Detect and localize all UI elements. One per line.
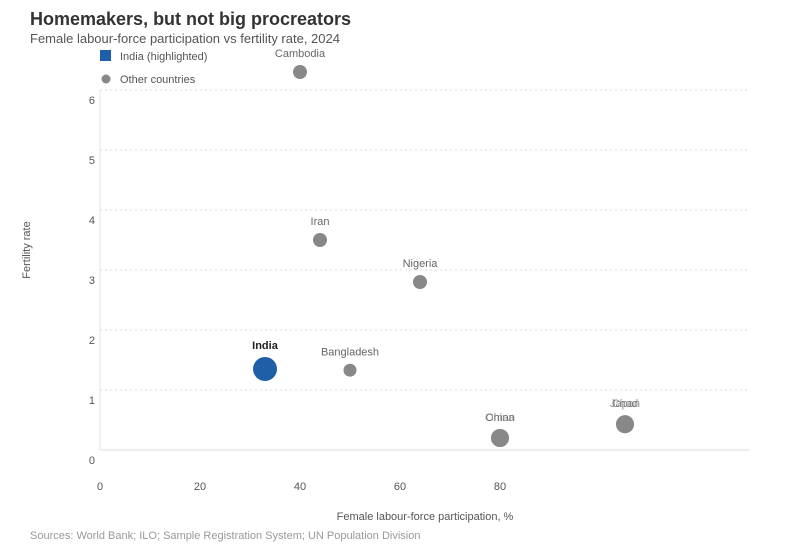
point-label-chad: Chad	[612, 398, 638, 410]
legend: India (highlighted) Other countries	[100, 50, 207, 86]
chart-title: Homemakers, but not big procreators	[30, 9, 352, 29]
point-nigeria	[413, 275, 427, 289]
x-tick-label: 80	[494, 481, 506, 493]
source-note: Sources: World Bank; ILO; Sample Registr…	[30, 530, 421, 542]
legend-swatch-india	[100, 50, 111, 61]
point-label-nigeria: Nigeria	[403, 258, 439, 270]
x-tick-label: 20	[194, 481, 206, 493]
data-points: Cambodia Iran Nigeria India Bangladesh ChinaO…	[252, 48, 640, 447]
legend-label: India (highlighted)	[120, 51, 207, 63]
y-tick-label: 5	[89, 155, 95, 167]
legend-label: Other countries	[120, 74, 196, 86]
point-label-china: China	[486, 412, 516, 424]
x-tick-label: 40	[294, 481, 306, 493]
y-tick-label: 2	[89, 335, 95, 347]
y-tick-label: 3	[89, 275, 95, 287]
point-oman	[491, 429, 509, 447]
point-iran	[313, 233, 327, 247]
point-india	[253, 357, 277, 381]
y-tick-label: 0	[89, 455, 95, 467]
y-tick-label: 6	[89, 95, 95, 107]
x-axis-label: Female labour-force participation, %	[337, 511, 514, 523]
point-label-japan: Japan	[610, 398, 640, 410]
point-label-cambodia: Cambodia	[275, 48, 326, 60]
point-label-bangladesh: Bangladesh	[321, 347, 379, 359]
point-bangladesh	[343, 363, 357, 377]
y-tick-label: 1	[89, 395, 95, 407]
point-chad	[616, 415, 634, 434]
x-tick-label: 60	[394, 481, 406, 493]
point-label-oman: Oman	[485, 412, 515, 424]
chart-subtitle: Female labour-force participation vs fer…	[30, 31, 340, 46]
legend-swatch-other	[101, 74, 111, 84]
x-tick-label: 0	[97, 481, 103, 493]
y-tick-label: 4	[89, 215, 95, 227]
point-label-iran: Iran	[311, 216, 330, 228]
point-label-india: India	[252, 340, 279, 352]
y-axis-label: Fertility rate	[21, 221, 33, 278]
point-cambodia	[293, 65, 307, 79]
grid-layer	[100, 89, 750, 451]
